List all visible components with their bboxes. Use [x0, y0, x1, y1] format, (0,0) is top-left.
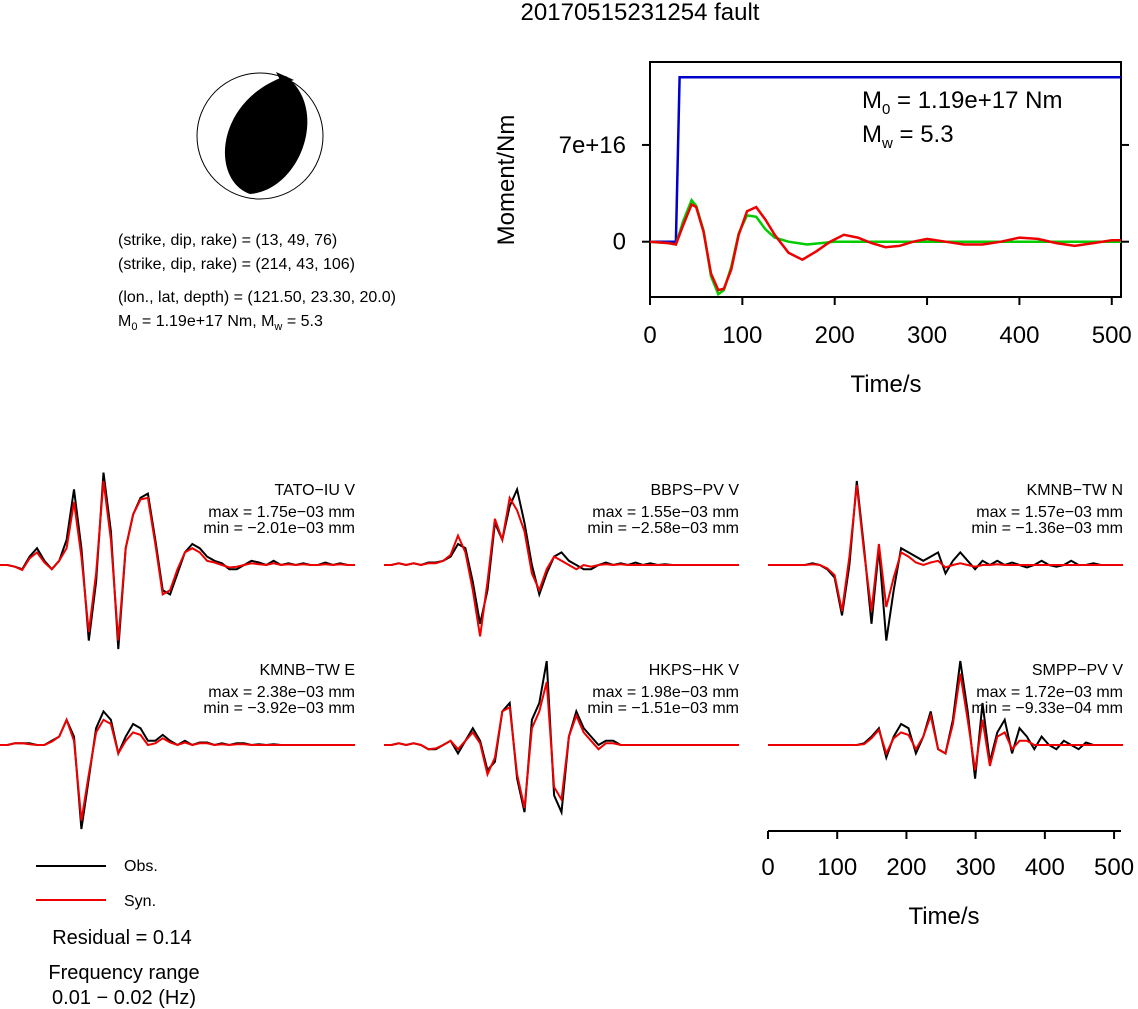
max-label: max = 1.75e−03 mm [208, 504, 355, 521]
location-line: (lon., lat, depth) = (121.50, 23.30, 20.… [118, 289, 396, 306]
waveform-xtick-label-3: 300 [956, 854, 996, 881]
moment-ylabel: Moment/Nm [493, 115, 520, 246]
synthetic-trace [384, 681, 739, 809]
synthetic-trace [0, 717, 355, 821]
moment-series-group [649, 75, 1121, 297]
max-label: max = 1.57e−03 mm [976, 504, 1123, 521]
moment-annotation-m0: M0 = 1.19e+17 Nm [862, 87, 1062, 118]
waveform-xtick-label-1: 100 [817, 854, 857, 881]
waveform-xtick-label-4: 400 [1025, 854, 1065, 881]
min-label: min = −2.01e−03 mm [203, 520, 355, 537]
waveform-xlabel: Time/s [908, 903, 979, 930]
observed-trace [0, 709, 355, 830]
waveform-xtick-label-0: 0 [761, 854, 774, 881]
synthetic-trace [768, 673, 1123, 771]
legend: Obs. Syn. [36, 858, 158, 910]
residual-text: Residual = 0.14 [52, 927, 192, 949]
station-label: KMNB−TW E [259, 662, 355, 679]
moment-xlabel: Time/s [850, 371, 921, 398]
moment-plot-frame [649, 61, 1122, 298]
moment-xtick-label-4: 400 [999, 322, 1039, 349]
synthetic-trace [384, 494, 739, 637]
station-label: BBPS−PV V [651, 482, 740, 499]
moment-xtick-label-5: 500 [1092, 322, 1132, 349]
min-label: min = −1.36e−03 mm [971, 520, 1123, 537]
moment-xtick-label-3: 300 [907, 322, 947, 349]
beachball-focal-mechanism [196, 72, 324, 200]
moment-xtick-label-2: 200 [815, 322, 855, 349]
frequency-range-value: 0.01 − 0.02 (Hz) [52, 987, 196, 1009]
frequency-range-label: Frequency range [48, 962, 199, 984]
waveform-time-axis: 0 100 200 300 400 500 [761, 830, 1134, 881]
max-label: max = 1.55e−03 mm [592, 504, 739, 521]
max-label: max = 2.38e−03 mm [208, 684, 355, 701]
station-label: HKPS−HK V [649, 662, 740, 679]
min-label: min = −1.51e−03 mm [587, 700, 739, 717]
station-label: TATO−IU V [275, 482, 356, 499]
synthetic-trace [0, 480, 355, 641]
min-label: min = −9.33e−04 mm [971, 700, 1123, 717]
station-label: KMNB−TW N [1027, 482, 1123, 499]
moment-ytick-label-1: 7e+16 [559, 132, 626, 159]
waveform-xtick-label-2: 200 [886, 854, 926, 881]
max-label: max = 1.98e−03 mm [592, 684, 739, 701]
station-label: SMPP−PV V [1032, 662, 1123, 679]
mechanism-line-1: (strike, dip, rake) = (13, 49, 76) [118, 232, 338, 249]
moment-series-line-2 [649, 202, 1121, 292]
waveform-xtick-label-5: 500 [1094, 854, 1134, 881]
moment-magnitude-line: M0 = 1.19e+17 Nm, Mw = 5.3 [118, 313, 323, 334]
legend-syn-label: Syn. [124, 893, 156, 910]
observed-trace [0, 472, 355, 650]
moment-annotation-mw: Mw = 5.3 [862, 121, 954, 152]
max-label: max = 1.72e−03 mm [976, 684, 1123, 701]
figure-title: 20170515231254 fault [521, 0, 760, 26]
mechanism-line-2: (strike, dip, rake) = (214, 43, 106) [118, 256, 355, 273]
moment-ytick-label-0: 0 [613, 229, 626, 256]
legend-obs-label: Obs. [124, 858, 158, 875]
moment-xtick-label-1: 100 [722, 322, 762, 349]
min-label: min = −2.58e−03 mm [587, 520, 739, 537]
min-label: min = −3.92e−03 mm [203, 700, 355, 717]
synthetic-trace [768, 485, 1123, 612]
moment-xtick-label-0: 0 [643, 322, 656, 349]
moment-axes: 0 100 200 300 400 500 0 7e+16 [559, 132, 1132, 349]
